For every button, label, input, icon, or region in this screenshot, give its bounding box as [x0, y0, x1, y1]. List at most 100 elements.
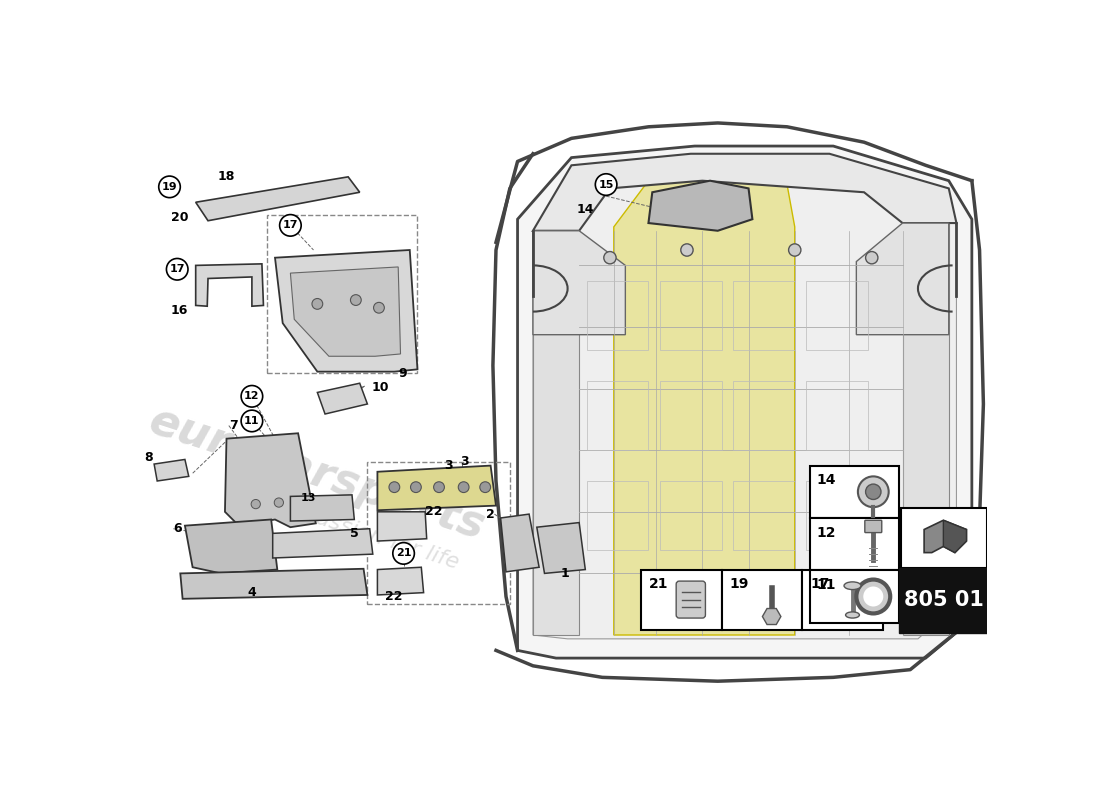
Text: eurocarsparts: eurocarsparts: [144, 398, 491, 548]
Text: 17: 17: [169, 264, 185, 274]
Text: a passion for life: a passion for life: [627, 435, 808, 511]
Polygon shape: [290, 267, 400, 356]
Text: 22: 22: [385, 590, 403, 603]
Circle shape: [789, 244, 801, 256]
Text: 21: 21: [396, 548, 411, 558]
FancyBboxPatch shape: [900, 568, 989, 633]
Polygon shape: [534, 154, 957, 230]
Text: 9: 9: [398, 366, 407, 380]
Ellipse shape: [844, 582, 861, 590]
FancyBboxPatch shape: [676, 581, 705, 618]
Text: 17: 17: [283, 220, 298, 230]
Text: 21: 21: [649, 578, 668, 591]
Polygon shape: [180, 569, 367, 599]
Polygon shape: [185, 519, 277, 574]
Text: 805 01: 805 01: [904, 590, 984, 610]
FancyBboxPatch shape: [865, 520, 882, 533]
Polygon shape: [534, 166, 957, 639]
Circle shape: [374, 302, 384, 313]
Text: 19: 19: [729, 578, 749, 591]
Text: 5: 5: [350, 527, 359, 540]
Polygon shape: [534, 230, 580, 635]
Circle shape: [389, 482, 399, 493]
Polygon shape: [500, 514, 539, 572]
Circle shape: [433, 482, 444, 493]
Polygon shape: [290, 495, 354, 521]
Polygon shape: [377, 466, 496, 510]
Text: 14: 14: [578, 203, 594, 217]
FancyBboxPatch shape: [810, 518, 899, 570]
Ellipse shape: [846, 612, 859, 618]
Text: 16: 16: [172, 303, 188, 317]
Circle shape: [459, 482, 469, 493]
Circle shape: [480, 482, 491, 493]
Circle shape: [856, 579, 890, 614]
Polygon shape: [318, 383, 367, 414]
Text: 11: 11: [816, 578, 836, 592]
Text: 15: 15: [598, 179, 614, 190]
FancyBboxPatch shape: [901, 508, 988, 568]
Circle shape: [866, 484, 881, 499]
Polygon shape: [537, 522, 585, 574]
Polygon shape: [154, 459, 189, 481]
Text: 12: 12: [816, 526, 836, 540]
Polygon shape: [377, 567, 424, 595]
Circle shape: [166, 258, 188, 280]
Text: 10: 10: [372, 381, 388, 394]
Circle shape: [312, 298, 322, 310]
Text: 19: 19: [162, 182, 177, 192]
Text: eurocarsparts: eurocarsparts: [544, 345, 891, 494]
Text: 12: 12: [244, 391, 260, 402]
Text: 20: 20: [172, 211, 188, 224]
Circle shape: [864, 586, 883, 606]
Text: 13: 13: [300, 493, 316, 503]
Polygon shape: [517, 146, 972, 658]
Circle shape: [241, 386, 263, 407]
Polygon shape: [902, 223, 948, 635]
Circle shape: [595, 174, 617, 195]
Text: 17: 17: [810, 578, 829, 591]
FancyBboxPatch shape: [803, 570, 883, 630]
Polygon shape: [944, 520, 967, 553]
Circle shape: [858, 476, 889, 507]
Text: 11: 11: [244, 416, 260, 426]
Text: 14: 14: [816, 474, 836, 487]
Polygon shape: [224, 434, 316, 527]
Polygon shape: [273, 529, 373, 558]
Text: 3: 3: [444, 459, 452, 472]
Circle shape: [866, 251, 878, 264]
Circle shape: [251, 499, 261, 509]
Text: 8: 8: [144, 450, 153, 464]
Text: 2: 2: [486, 508, 495, 521]
Polygon shape: [534, 230, 625, 334]
Polygon shape: [377, 512, 427, 541]
Circle shape: [274, 498, 284, 507]
Polygon shape: [196, 177, 360, 221]
Text: a passion for life: a passion for life: [280, 497, 462, 573]
Text: 6: 6: [174, 522, 182, 535]
Text: 4: 4: [248, 586, 256, 599]
Circle shape: [604, 251, 616, 264]
Circle shape: [351, 294, 361, 306]
Text: 22: 22: [425, 506, 442, 518]
FancyBboxPatch shape: [640, 570, 722, 630]
FancyBboxPatch shape: [810, 466, 899, 518]
Circle shape: [241, 410, 263, 432]
Polygon shape: [275, 250, 418, 372]
FancyBboxPatch shape: [722, 570, 803, 630]
Circle shape: [410, 482, 421, 493]
Text: 18: 18: [218, 170, 234, 183]
Polygon shape: [196, 264, 264, 306]
Polygon shape: [649, 181, 752, 230]
Polygon shape: [614, 169, 794, 635]
Polygon shape: [924, 520, 967, 553]
FancyBboxPatch shape: [810, 570, 899, 622]
Polygon shape: [856, 223, 948, 334]
Text: 1: 1: [561, 567, 570, 580]
Circle shape: [681, 244, 693, 256]
Text: 7: 7: [229, 419, 238, 432]
Circle shape: [393, 542, 415, 564]
Text: 3: 3: [460, 455, 469, 468]
Circle shape: [279, 214, 301, 236]
Polygon shape: [762, 609, 781, 625]
